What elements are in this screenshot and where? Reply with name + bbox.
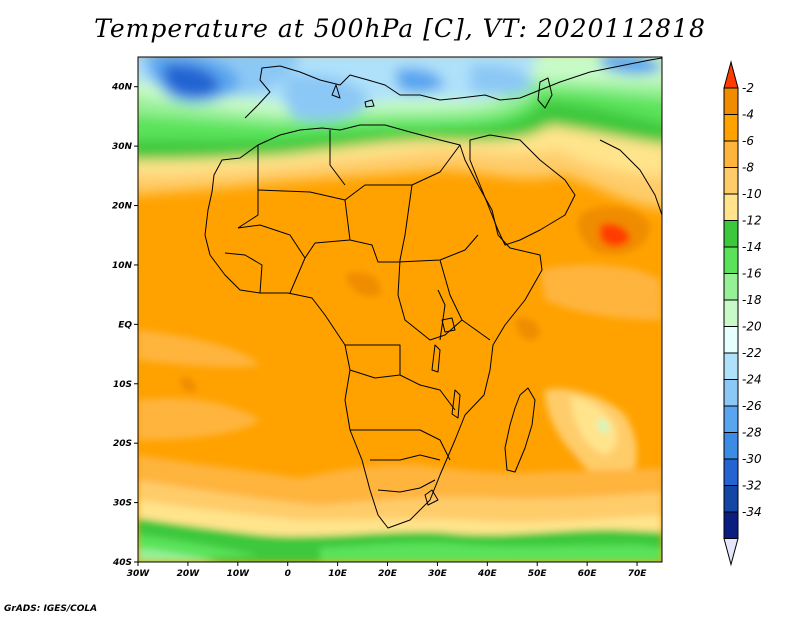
colorbar-label: -28 — [742, 426, 762, 440]
lon-tick-label: 40E — [477, 569, 498, 579]
colorbar-label: -20 — [742, 320, 762, 334]
colorbar-swatch — [723, 273, 739, 301]
map-frame — [137, 56, 663, 563]
latitude-axis: 40N 30N 20N 10N EQ 10S 20S 30S 40S — [111, 83, 138, 568]
lat-tick-label: 10S — [113, 380, 132, 390]
temperature-field — [138, 57, 662, 562]
lon-tick-label: 10W — [227, 569, 251, 579]
colorbar-label: -8 — [742, 161, 754, 175]
colorbar-label: -6 — [742, 134, 754, 148]
colorbar-bottom-arrow — [723, 538, 739, 567]
lon-tick-label: 70E — [628, 569, 648, 579]
colorbar-swatch — [723, 379, 739, 407]
coastlines — [204, 57, 662, 529]
lon-tick-label: 0 — [285, 569, 291, 579]
colorbar-label: -22 — [742, 346, 762, 360]
lon-tick-label: 30E — [428, 569, 448, 579]
colorbar-swatch — [723, 114, 739, 142]
colorbar-label: -24 — [742, 373, 762, 387]
lat-tick-label: 20N — [112, 202, 133, 212]
colorbar-swatch — [723, 246, 739, 274]
lon-tick-label: 10E — [328, 569, 348, 579]
colorbar-swatch — [723, 485, 739, 513]
colorbar-label: -12 — [742, 214, 762, 228]
lat-tick-label: 40N — [111, 83, 133, 93]
lon-tick-label: 20E — [378, 569, 398, 579]
lat-tick-label: 30S — [113, 499, 132, 509]
colorbar: -2 -4 -6 -8 -10 -12 -14 -16 -18 -20 -22 -24 -26 -28 -3… — [723, 60, 762, 567]
colorbar-swatch — [723, 87, 739, 115]
colorbar-label: -30 — [742, 452, 762, 466]
lat-tick-label: 30N — [112, 142, 133, 152]
colorbar-swatch — [723, 326, 739, 354]
lat-tick-label: EQ — [118, 320, 132, 330]
colorbar-label: -32 — [742, 479, 762, 493]
colorbar-label: -14 — [742, 240, 762, 254]
lat-tick-label: 10N — [112, 261, 133, 271]
colorbar-swatch — [723, 167, 739, 195]
colorbar-swatch — [723, 140, 739, 168]
colorbar-top-arrow — [723, 60, 739, 89]
colorbar-label: -26 — [742, 399, 762, 413]
lon-tick-label: 50E — [528, 569, 548, 579]
colorbar-swatch — [723, 352, 739, 380]
colorbar-swatch — [723, 511, 739, 539]
colorbar-label: -34 — [742, 505, 762, 519]
map-title: Temperature at 500hPa [C], VT: 202011281… — [94, 14, 706, 43]
grads-credit: GrADS: IGES/COLA — [4, 604, 98, 614]
lon-tick-label: 60E — [578, 569, 598, 579]
longitude-axis: 30W 20W 10W 0 10E 20E 30E 40E 50E 60E 70E — [127, 562, 647, 579]
lon-tick-label: 20W — [177, 569, 201, 579]
lon-tick-label: 30W — [127, 569, 151, 579]
colorbar-label: -18 — [742, 293, 762, 307]
colorbar-swatch — [723, 432, 739, 460]
colorbar-swatch — [723, 193, 739, 221]
colorbar-swatch — [723, 458, 739, 486]
colorbar-label: -16 — [742, 267, 762, 281]
lat-tick-label: 20S — [113, 439, 132, 449]
lat-tick-label: 40S — [112, 558, 132, 568]
colorbar-label: -2 — [742, 81, 754, 95]
colorbar-swatch — [723, 220, 739, 248]
colorbar-swatch — [723, 405, 739, 433]
colorbar-label: -4 — [742, 108, 754, 122]
colorbar-swatch — [723, 299, 739, 327]
colorbar-label: -10 — [742, 187, 762, 201]
